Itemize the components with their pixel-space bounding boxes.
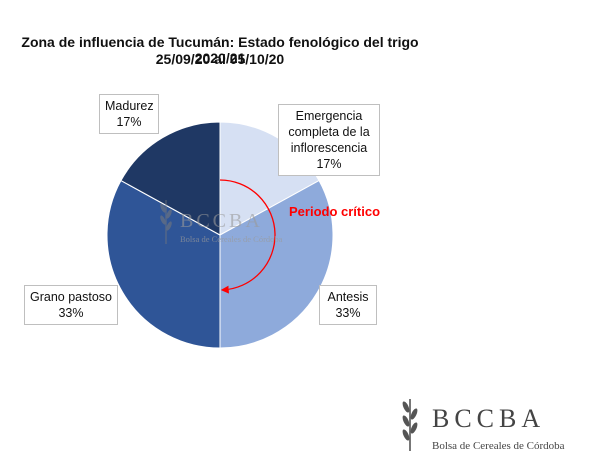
- slice-value-label: 33%: [58, 306, 84, 320]
- slice-label: Emergencia completa de la inflorescencia: [288, 109, 370, 155]
- watermark: [160, 200, 172, 244]
- callout-antesis: Antesis 33%: [319, 285, 377, 325]
- logo-subtitle: Bolsa de Cereales de Córdoba: [432, 440, 565, 452]
- periodo-critico-label: Periodo crítico: [289, 204, 381, 219]
- wheat-icon: [402, 399, 418, 451]
- pie-slice: [106, 179, 221, 349]
- pie-slice: [120, 121, 221, 236]
- watermark-name: BCCBA: [180, 210, 263, 232]
- callout-madurez: Madurez 17%: [99, 94, 159, 134]
- logo-name: BCCBA: [432, 404, 546, 433]
- callout-emergencia: Emergencia completa de la inflorescencia…: [278, 104, 380, 176]
- periodo-critico-arrow: [219, 179, 276, 294]
- slice-value-label: 17%: [116, 115, 142, 129]
- slice-value-label: 33%: [335, 306, 361, 320]
- callout-grano-pastoso: Grano pastoso 33%: [24, 285, 118, 325]
- chart-subtitle: 25/09/20 al 05/10/20: [155, 51, 285, 67]
- slice-label: Madurez: [105, 99, 154, 113]
- wheat-icon: [160, 200, 172, 244]
- pie-slices: [106, 121, 334, 349]
- chart-title: Zona de influencia de Tucumán: Estado fe…: [21, 34, 419, 66]
- slice-value-label: 17%: [316, 157, 342, 171]
- slice-label: Grano pastoso: [30, 290, 112, 304]
- watermark-subtitle: Bolsa de Cereales de Córdoba: [180, 234, 283, 244]
- slice-label: Antesis: [327, 290, 369, 304]
- pie-slice: [219, 179, 334, 349]
